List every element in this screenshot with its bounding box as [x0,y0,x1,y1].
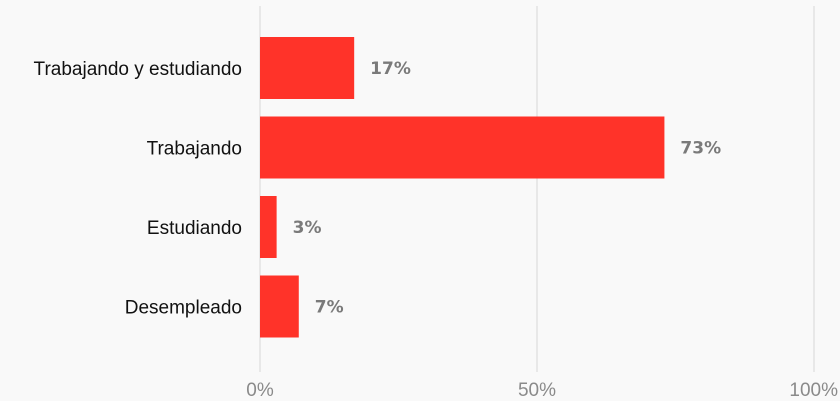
data-label: 17% [370,59,411,79]
data-label: 3% [293,218,322,238]
category-label: Estudiando [147,218,242,239]
bars [260,37,665,338]
bar [260,37,355,99]
bar [260,196,277,258]
category-label: Trabajando y estudiando [34,59,242,80]
labels: 0% 50% 100% Trabajando y estudiando 17% Traba… [34,59,839,401]
category-label: Desempleado [125,298,242,319]
x-tick-label: 100% [789,380,838,401]
data-label: 73% [680,139,721,159]
category-label: Trabajando [147,139,242,160]
x-tick-label: 0% [246,380,274,401]
data-label: 7% [315,298,344,318]
bar [260,275,299,338]
x-tick-label: 50% [518,380,556,401]
bar [260,116,665,179]
